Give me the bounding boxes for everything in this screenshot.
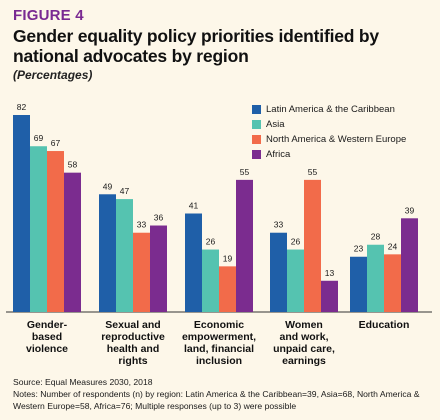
bar [13,115,30,312]
notes: Notes: Number of respondents (n) by regi… [13,389,420,411]
legend-item: Asia [252,117,406,132]
bar [150,225,167,312]
data-label: 33 [274,220,284,230]
bar [133,232,150,312]
legend-item: Africa [252,147,406,162]
bar [202,249,219,312]
bar [384,254,401,312]
legend-label: North America & Western Europe [266,134,407,145]
bar [185,213,202,312]
legend-swatch [252,150,261,159]
bar [270,232,287,312]
bar [401,218,418,312]
data-label: 39 [405,205,415,215]
data-label: 55 [308,167,318,177]
data-label: 23 [354,244,364,254]
bar [99,194,116,312]
data-label: 33 [137,220,147,230]
bar-chart: 82 69 67 58 Gender-based violence 49 47 33 36 Sexu… [6,102,432,367]
bar [304,179,321,312]
data-label: 41 [189,201,199,211]
bar [367,244,384,312]
legend-swatch [252,135,261,144]
data-label: 26 [291,237,301,247]
bar [236,179,253,312]
data-label: 58 [68,160,78,170]
figure-label: FIGURE 4 [13,7,84,24]
legend-swatch [252,120,261,129]
data-label: 67 [51,138,61,148]
chart-subtitle: (Percentages) [13,68,93,82]
legend-label: Asia [266,119,285,130]
bar [219,266,236,312]
data-label: 28 [371,232,381,242]
data-label: 49 [103,181,113,191]
data-label: 36 [154,213,164,223]
chart-title: Gender equality policy priorities identi… [13,26,379,66]
data-label: 82 [17,102,27,112]
data-label: 26 [206,237,216,247]
data-label: 69 [34,133,44,143]
category-label: Women and work, unpaid care, earnings [273,319,335,367]
category-label: Education [359,319,410,331]
data-label: 13 [325,268,335,278]
bar [64,172,81,312]
data-label: 47 [120,186,130,196]
category-label: Sexual and reproductive health and rights [101,319,165,367]
bar [287,249,304,312]
legend: Latin America & the Caribbean Asia North… [252,102,406,162]
legend-label: Latin America & the Caribbean [266,104,395,115]
data-label: 55 [240,167,250,177]
bar [350,256,367,312]
category-label: Economic empowerment, land, financial inclu… [182,319,256,367]
bar [30,146,47,312]
category-label: Gender-based violence [26,319,68,355]
legend-label: Africa [266,149,291,160]
legend-item: Latin America & the Caribbean [252,102,406,117]
legend-swatch [252,105,261,114]
legend-item: North America & Western Europe [252,132,406,147]
bar [116,199,133,312]
data-label: 19 [223,253,233,263]
data-label: 24 [388,241,398,251]
bar [47,151,64,312]
bar [321,280,338,312]
source-note: Source: Equal Measures 2030, 2018 [13,377,153,387]
